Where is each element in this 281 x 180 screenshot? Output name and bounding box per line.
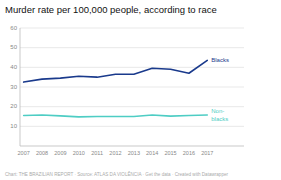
x-axis-line: [20, 146, 244, 147]
series-line: [24, 60, 208, 82]
series-label: Blacks: [211, 57, 229, 63]
x-tick-label: 2007: [18, 150, 30, 156]
y-tick-label: 50: [10, 44, 17, 50]
x-tick-label: 2016: [183, 150, 195, 156]
grid-line: [20, 28, 244, 29]
y-tick-label: 60: [10, 25, 17, 31]
lines: [24, 60, 208, 116]
x-tick-label: 2008: [36, 150, 48, 156]
grid-line: [20, 126, 244, 127]
x-tick-label: 2011: [91, 150, 103, 156]
title: Murder rate per 100,000 people, accordin…: [5, 4, 217, 15]
y-axis-line: [20, 28, 21, 146]
y-tick-label: 20: [10, 103, 17, 109]
y-tick-label: 30: [10, 84, 17, 90]
x-tick-label: 2010: [73, 150, 85, 156]
x-tick-label: 2009: [54, 150, 66, 156]
footer: Chart: THE BRAZILIAN REPORT · Source: AT…: [5, 170, 229, 177]
x-tick-label: 2012: [109, 150, 121, 156]
grid-line: [20, 87, 244, 88]
y-tick-label: 40: [10, 64, 17, 70]
chart: Murder rate per 100,000 people, accordin…: [0, 0, 281, 180]
x-tick-label: 2015: [164, 150, 176, 156]
grid-line: [20, 47, 244, 48]
x-tick-label: 2017: [201, 150, 213, 156]
y-tick-label: 10: [10, 123, 17, 129]
series-line: [24, 115, 208, 117]
x-tick-label: 2013: [128, 150, 140, 156]
x-tick-label: 2014: [146, 150, 158, 156]
series-label: Non-blacks: [211, 108, 228, 121]
grid-line: [20, 67, 244, 68]
